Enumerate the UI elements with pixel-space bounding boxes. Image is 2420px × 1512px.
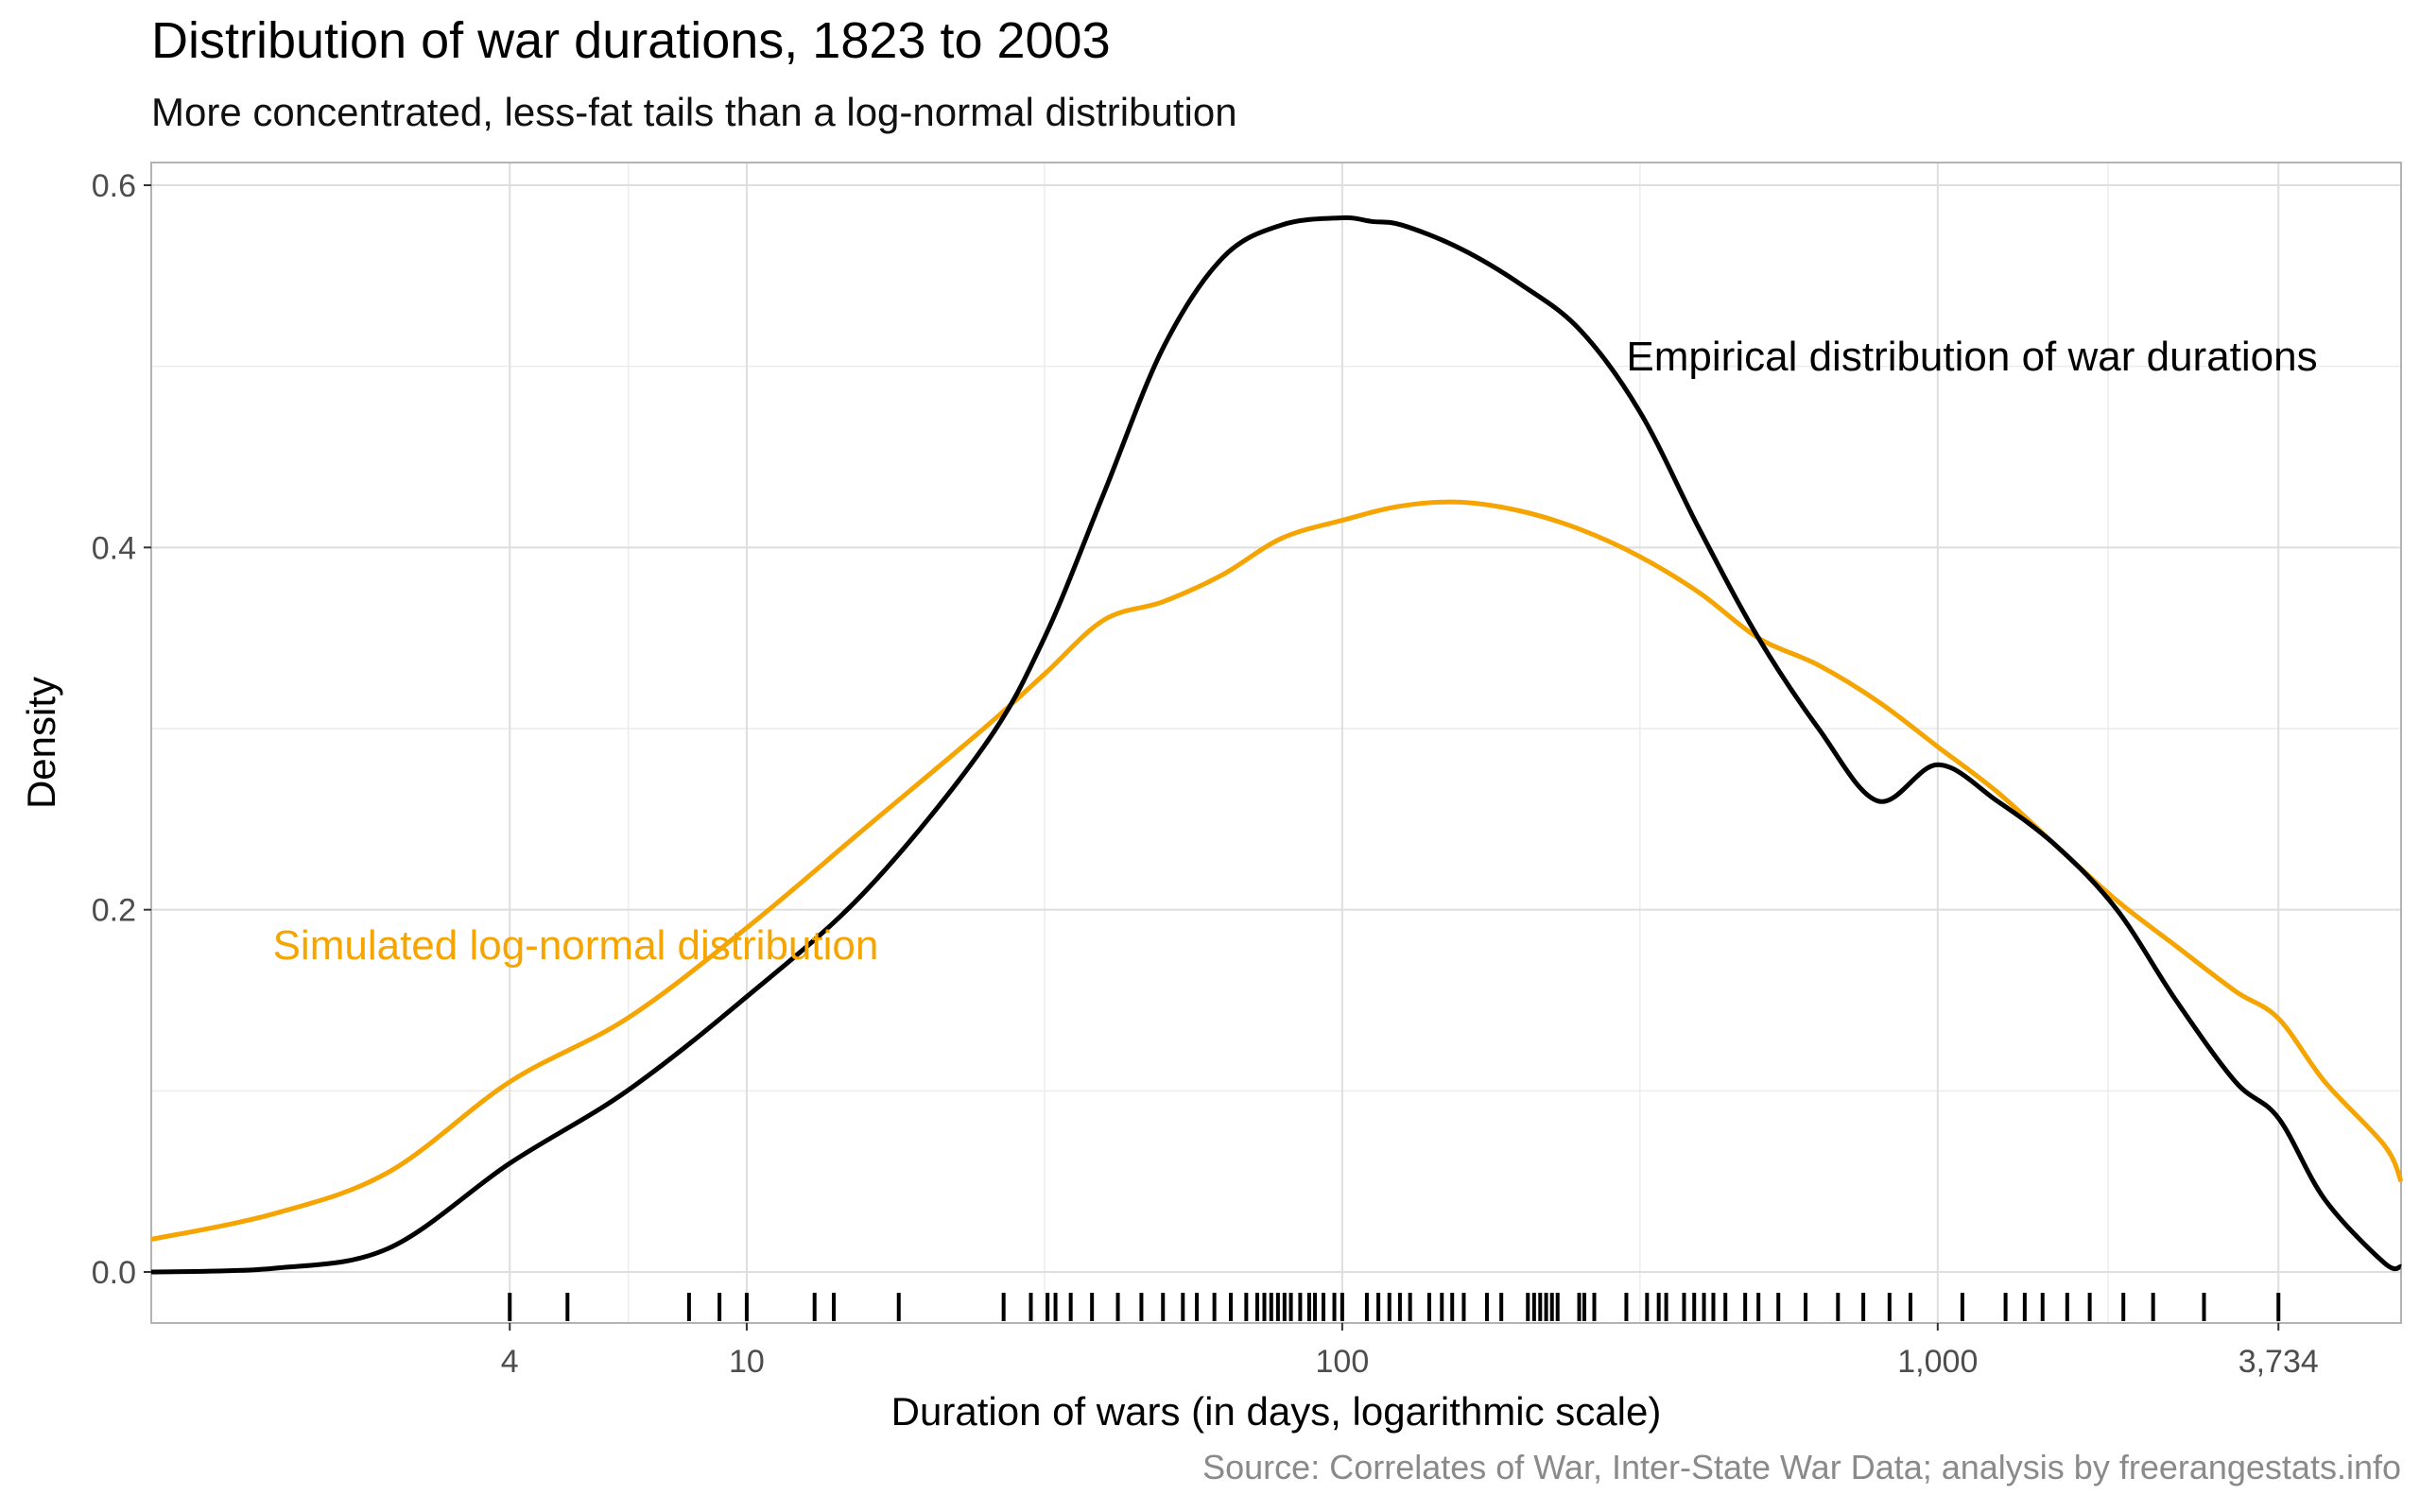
empirical-series-label: Empirical distribution of war durations xyxy=(1626,334,2317,380)
panel-border xyxy=(150,162,2402,1324)
y-tick-label: 0.2 xyxy=(92,893,136,929)
x-tick-label: 4 xyxy=(501,1344,519,1380)
x-axis-title: Duration of wars (in days, logarithmic s… xyxy=(891,1389,1662,1434)
chart-title: Distribution of war durations, 1823 to 2… xyxy=(151,12,1111,69)
x-tick-label: 100 xyxy=(1316,1344,1370,1380)
chart-caption: Source: Correlates of War, Inter-State W… xyxy=(1202,1448,2401,1486)
y-axis-title: Density xyxy=(19,677,63,809)
chart-subtitle: More concentrated, less-fat tails than a… xyxy=(151,90,1237,134)
y-tick-label: 0.4 xyxy=(92,530,136,566)
y-tick-label: 0.0 xyxy=(92,1255,136,1291)
y-tick-label: 0.6 xyxy=(92,168,136,204)
grid-lines xyxy=(151,163,2401,1323)
x-tick-label: 1,000 xyxy=(1897,1344,1978,1380)
empirical-density-line xyxy=(150,215,2402,1275)
series-lines xyxy=(150,215,2404,1275)
x-tick-label: 10 xyxy=(729,1344,765,1380)
simulated-density-line xyxy=(150,499,2404,1242)
rug-marks xyxy=(508,1293,2281,1321)
axis-labels: 0.0 0.2 0.4 0.6 4 10 100 1,000 3,734 Duration of … xyxy=(19,168,2319,1434)
x-tick-label: 3,734 xyxy=(2238,1344,2319,1380)
simulated-series-label: Simulated log-normal distribution xyxy=(273,922,879,969)
annotations: Empirical distribution of war durations S… xyxy=(273,334,2318,969)
